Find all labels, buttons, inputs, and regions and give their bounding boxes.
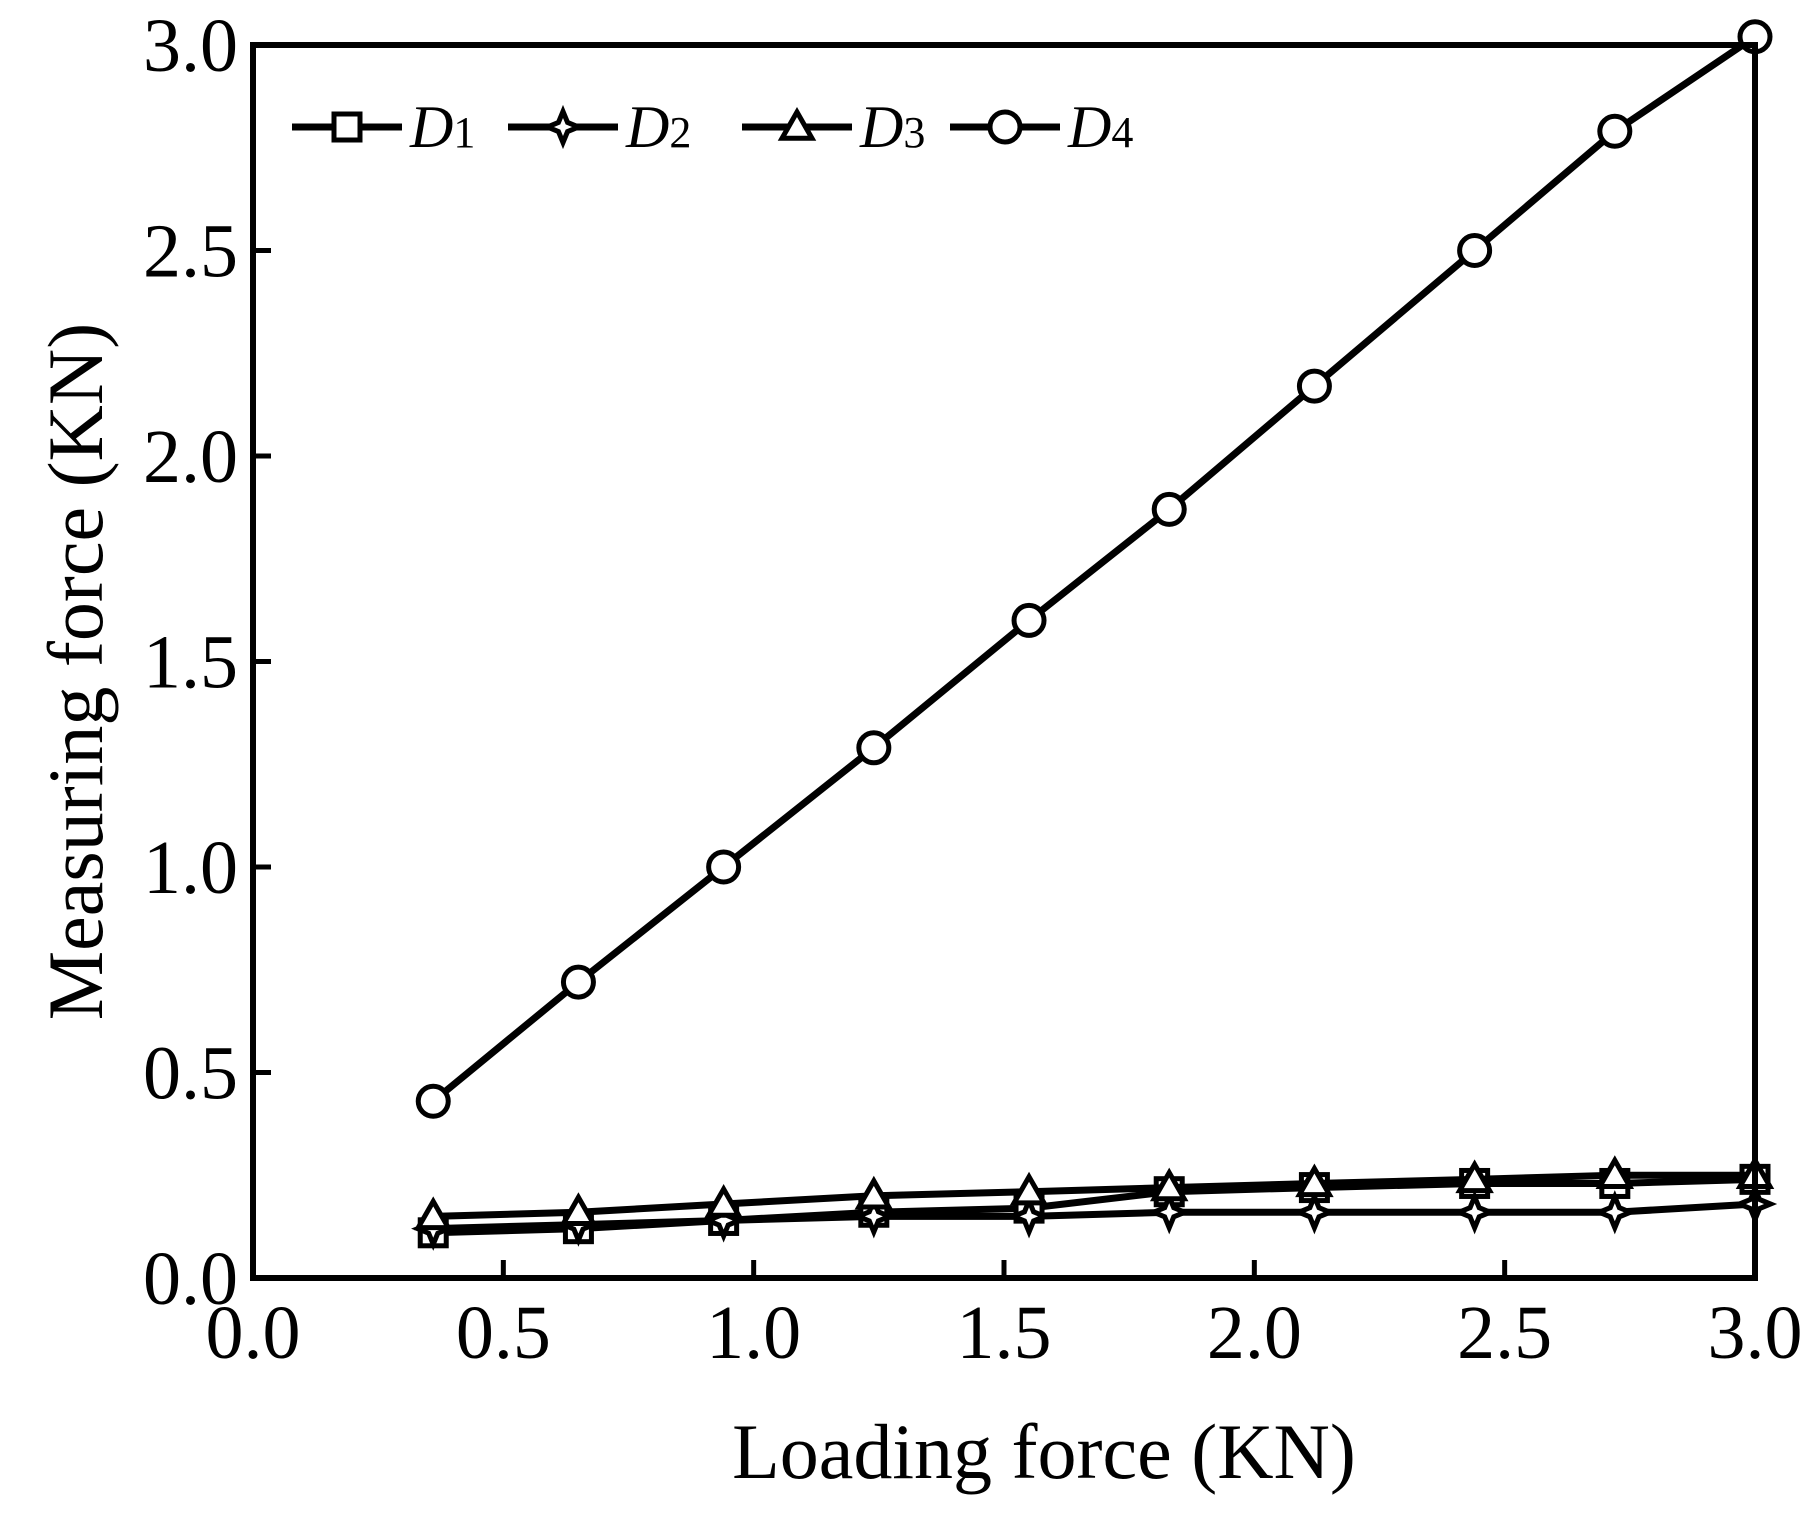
legend: D1 D2 D3 D4 bbox=[292, 94, 1133, 160]
x-tick-label: 0.5 bbox=[456, 1291, 551, 1375]
x-tick-label: 2.0 bbox=[1207, 1291, 1302, 1375]
series-D2 bbox=[411, 1181, 1778, 1251]
legend-label-main: D bbox=[409, 94, 453, 160]
legend-entry-D3: D3 bbox=[742, 94, 925, 160]
y-tick-label: 2.5 bbox=[143, 210, 238, 294]
series-D4 bbox=[415, 19, 1773, 1119]
data-point-D4 bbox=[1011, 602, 1047, 638]
x-tick-label: 0.0 bbox=[206, 1291, 301, 1375]
data-point-D4 bbox=[1457, 233, 1493, 268]
data-point-D3 bbox=[1455, 1159, 1494, 1194]
legend-label: D2 bbox=[625, 94, 691, 160]
series-D3 bbox=[413, 1155, 1775, 1231]
legend-entry-D1: D1 bbox=[292, 94, 475, 160]
y-axis-title: Measuring force (KN) bbox=[32, 323, 119, 1020]
x-tick-label: 1.0 bbox=[706, 1291, 801, 1375]
series-line-D2 bbox=[433, 1200, 1756, 1233]
data-point-D3 bbox=[1009, 1171, 1049, 1206]
legend-label: D4 bbox=[1067, 94, 1133, 160]
legend-label-sub: 2 bbox=[669, 108, 691, 157]
data-point-D4 bbox=[560, 964, 596, 1000]
data-point-D2 bbox=[1006, 1194, 1052, 1239]
x-axis-title: Loading force (KN) bbox=[732, 1408, 1356, 1495]
data-point-D4 bbox=[706, 849, 742, 885]
legend-label-main: D bbox=[625, 94, 669, 160]
series-line-D3 bbox=[433, 1171, 1755, 1220]
legend-marker bbox=[540, 104, 586, 150]
data-point-D3 bbox=[559, 1192, 598, 1226]
plot-border bbox=[250, 42, 1758, 1281]
data-point-D4 bbox=[1296, 368, 1332, 404]
y-tick-label: 3.0 bbox=[143, 4, 238, 88]
series-layer bbox=[411, 19, 1778, 1251]
data-point-D2 bbox=[851, 1194, 896, 1239]
legend-label-main: D bbox=[859, 94, 903, 160]
y-tick-label: 0.5 bbox=[143, 1032, 238, 1116]
legend-marker bbox=[777, 107, 817, 141]
legend-label: D1 bbox=[409, 94, 475, 160]
data-point-D4 bbox=[1597, 113, 1633, 149]
legend-marker bbox=[987, 109, 1023, 145]
x-tick-label: 3.0 bbox=[1708, 1291, 1803, 1375]
data-point-D2 bbox=[1147, 1190, 1192, 1235]
y-tick-label: 2.0 bbox=[143, 415, 238, 499]
legend-label-sub: 4 bbox=[1111, 108, 1133, 157]
data-point-D4 bbox=[415, 1083, 451, 1119]
data-point-D3 bbox=[854, 1175, 894, 1210]
legend-label-sub: 3 bbox=[903, 108, 925, 157]
x-tick-label: 1.5 bbox=[957, 1291, 1052, 1375]
data-point-D2 bbox=[1592, 1190, 1637, 1235]
legend-entry-D4: D4 bbox=[950, 94, 1133, 160]
legend-entry-D2: D2 bbox=[508, 94, 691, 160]
data-point-D4 bbox=[1151, 491, 1187, 527]
legend-label-main: D bbox=[1067, 94, 1111, 160]
data-point-D2 bbox=[1452, 1190, 1497, 1235]
data-point-D3 bbox=[1595, 1155, 1635, 1189]
y-tick-label: 1.5 bbox=[143, 621, 238, 705]
data-point-D3 bbox=[1295, 1163, 1334, 1198]
plot-frame bbox=[250, 42, 1758, 1281]
data-point-D4 bbox=[856, 730, 892, 766]
data-point-D3 bbox=[413, 1196, 453, 1231]
data-point-D3 bbox=[1149, 1167, 1189, 1202]
ticks-layer: 0.0 0.5 1.0 1.5 2.0 2.5 3.0 0.0 0.5 1.0 1.5 2.0 2.5 3… bbox=[143, 4, 1803, 1375]
data-point-D2 bbox=[1292, 1190, 1337, 1235]
y-tick-label: 0.0 bbox=[143, 1237, 238, 1321]
x-tick-label: 2.5 bbox=[1457, 1291, 1552, 1375]
legend-marker bbox=[331, 111, 363, 143]
data-point-D3 bbox=[704, 1184, 743, 1218]
series-line-D4 bbox=[431, 33, 1757, 1104]
legend-label: D3 bbox=[859, 94, 925, 160]
legend-label-sub: 1 bbox=[453, 108, 475, 157]
y-tick-label: 1.0 bbox=[143, 826, 238, 910]
